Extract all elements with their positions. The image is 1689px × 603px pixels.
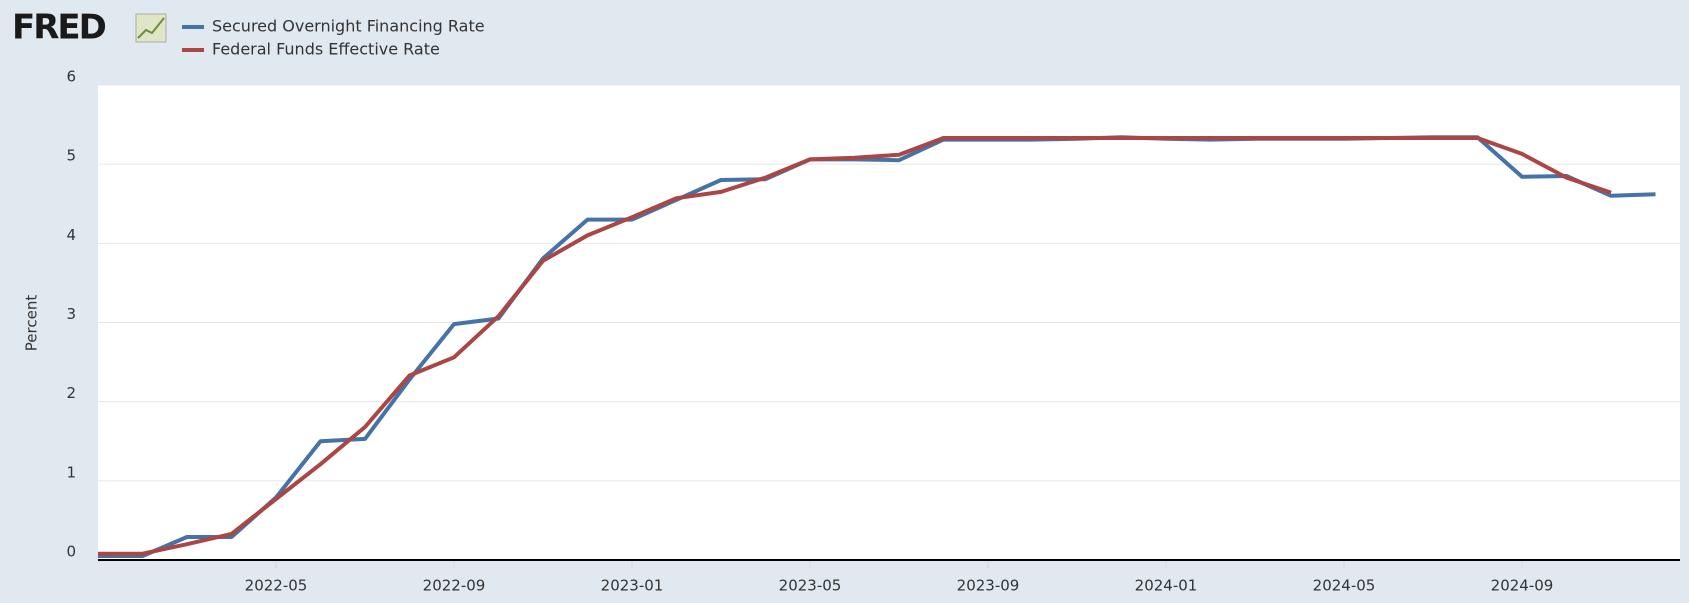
y-tick-label: 5 bbox=[66, 147, 76, 165]
x-tick-label: 2024-05 bbox=[1313, 577, 1376, 595]
x-tick-label: 2023-01 bbox=[601, 577, 664, 595]
legend-label: Secured Overnight Financing Rate bbox=[212, 17, 485, 36]
x-tick-label: 2023-05 bbox=[779, 577, 842, 595]
y-axis-label: Percent bbox=[23, 295, 41, 352]
y-tick-label: 2 bbox=[66, 384, 76, 402]
logo[interactable]: FRED bbox=[12, 8, 108, 48]
y-tick-label: 0 bbox=[66, 543, 76, 561]
x-tick-label: 2024-01 bbox=[1135, 577, 1198, 595]
logo-icon bbox=[135, 13, 167, 43]
y-tick-label: 1 bbox=[66, 463, 76, 481]
x-tick-label: 2022-05 bbox=[245, 577, 308, 595]
x-tick-label: 2022-09 bbox=[423, 577, 486, 595]
series-line bbox=[98, 136, 1612, 556]
x-tick-label: 2024-09 bbox=[1491, 577, 1554, 595]
legend-label: Federal Funds Effective Rate bbox=[212, 40, 440, 59]
y-tick-label: 3 bbox=[66, 305, 76, 323]
y-tick-label: 4 bbox=[66, 226, 76, 244]
x-tick-label: 2023-09 bbox=[957, 577, 1020, 595]
y-tick-label: 6 bbox=[66, 68, 76, 86]
